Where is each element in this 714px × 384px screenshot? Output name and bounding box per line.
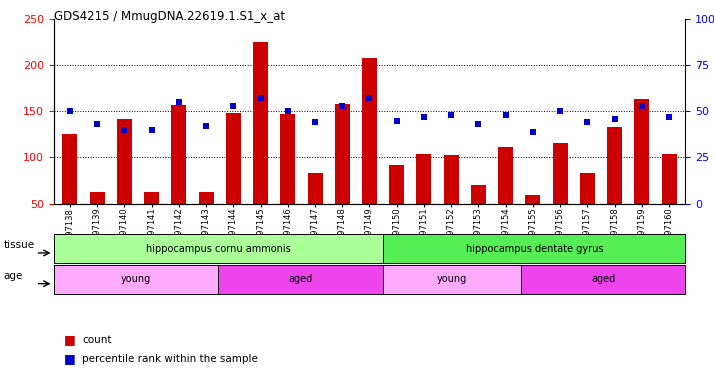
Bar xyxy=(526,195,540,204)
Text: aged: aged xyxy=(288,274,313,285)
Bar xyxy=(62,134,77,204)
Bar xyxy=(443,155,458,204)
Bar xyxy=(308,173,323,204)
Bar xyxy=(389,165,404,204)
Bar xyxy=(553,143,568,204)
Text: percentile rank within the sample: percentile rank within the sample xyxy=(82,354,258,364)
Text: count: count xyxy=(82,335,111,345)
Text: age: age xyxy=(4,270,23,281)
Bar xyxy=(253,42,268,204)
Bar xyxy=(580,173,595,204)
Bar xyxy=(171,105,186,204)
Bar xyxy=(335,104,350,204)
Text: ■: ■ xyxy=(64,333,76,346)
Bar xyxy=(471,185,486,204)
Text: young: young xyxy=(437,274,467,285)
Text: ■: ■ xyxy=(64,353,76,366)
Bar xyxy=(198,192,213,204)
Bar xyxy=(498,147,513,204)
Bar xyxy=(607,127,622,204)
Bar xyxy=(226,113,241,204)
Bar xyxy=(416,154,431,204)
Bar xyxy=(144,192,159,204)
Text: GDS4215 / MmugDNA.22619.1.S1_x_at: GDS4215 / MmugDNA.22619.1.S1_x_at xyxy=(54,10,285,23)
Text: tissue: tissue xyxy=(4,240,35,250)
Text: hippocampus dentate gyrus: hippocampus dentate gyrus xyxy=(466,243,603,254)
Text: hippocampus cornu ammonis: hippocampus cornu ammonis xyxy=(146,243,291,254)
Text: young: young xyxy=(121,274,151,285)
Bar xyxy=(634,99,649,204)
Bar xyxy=(117,119,132,204)
Bar xyxy=(662,154,677,204)
Bar xyxy=(362,58,377,204)
Text: aged: aged xyxy=(591,274,615,285)
Bar xyxy=(90,192,105,204)
Bar xyxy=(281,114,296,204)
